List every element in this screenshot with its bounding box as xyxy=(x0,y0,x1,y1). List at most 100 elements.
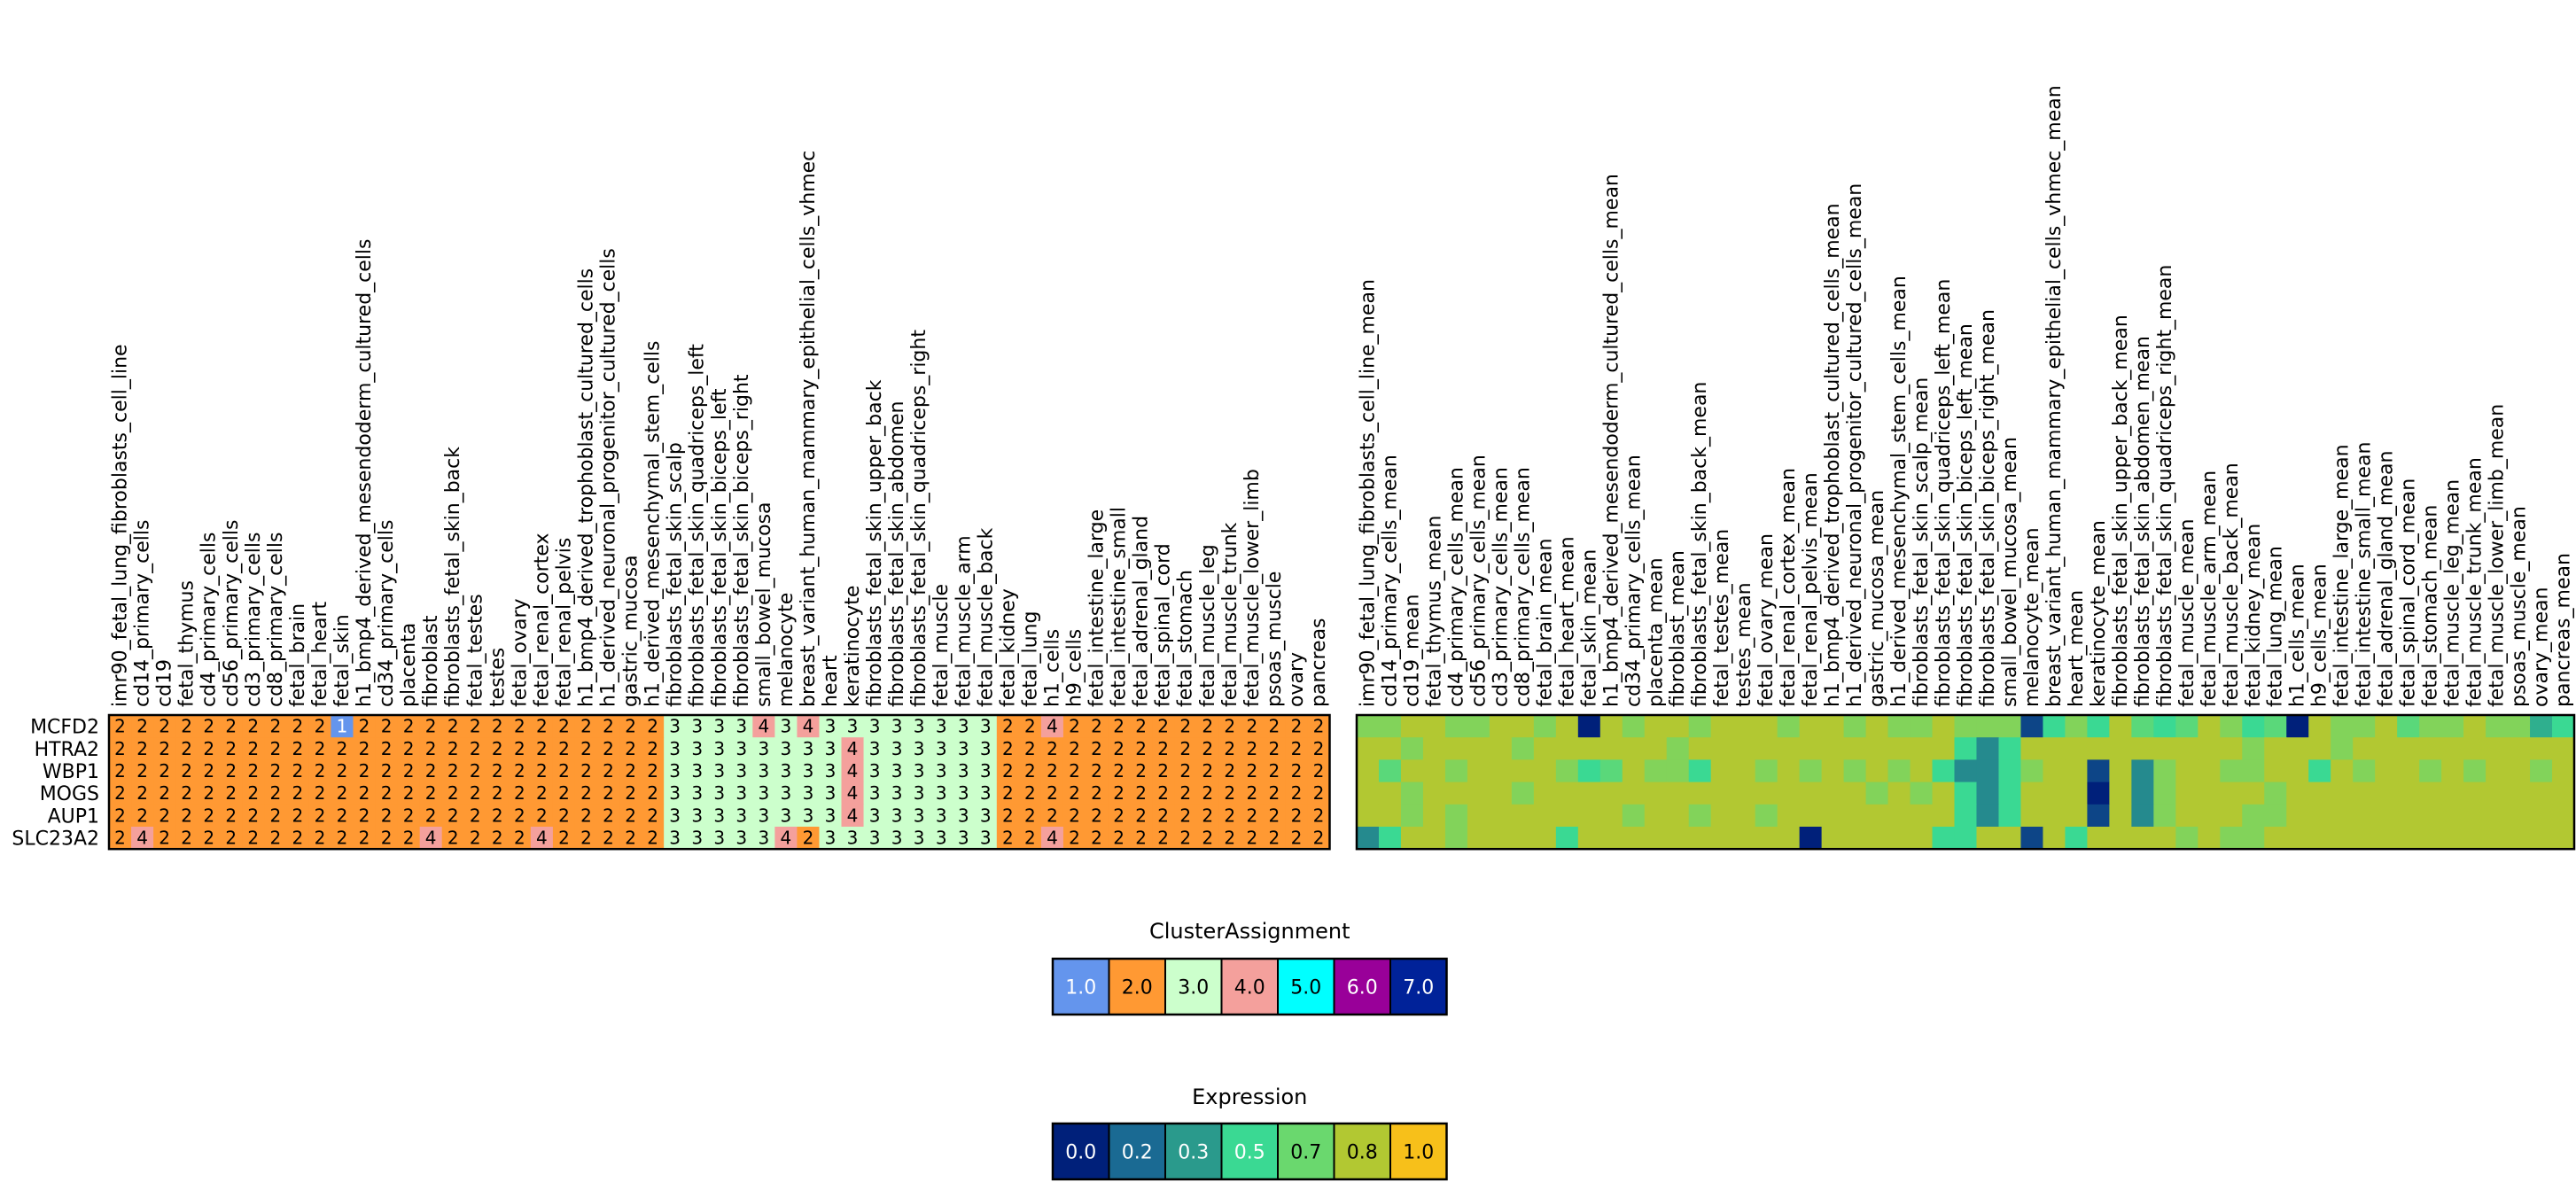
column-label: imr90_fetal_lung_fibroblasts_cell_line_m… xyxy=(1357,279,1379,707)
expression-cell xyxy=(2331,804,2354,828)
expression-cell xyxy=(1533,715,1557,738)
column-label: fetal_muscle_lower_limb xyxy=(1241,469,1264,707)
expression-cell xyxy=(1444,715,1468,738)
expression-cell xyxy=(2198,804,2221,828)
expression-cell xyxy=(2530,804,2553,828)
cluster-cell xyxy=(642,782,665,805)
expression-cell xyxy=(2463,827,2487,850)
expression-cell xyxy=(1577,804,1601,828)
legend-label: 2.0 xyxy=(1122,977,1153,999)
expression-cell xyxy=(1378,827,1402,850)
expression-cell xyxy=(1865,715,1889,738)
expression-cell xyxy=(2508,804,2531,828)
column-label: fetal_kidney_mean xyxy=(2243,524,2265,707)
cluster-cell-label: 2 xyxy=(536,782,548,804)
cluster-cell-label: 2 xyxy=(292,805,304,826)
cluster-cell xyxy=(463,804,487,828)
column-label: fetal_skin xyxy=(331,614,354,707)
cluster-cell-label: 2 xyxy=(580,805,592,826)
cluster-cell xyxy=(686,715,709,738)
expression-cell xyxy=(2043,759,2066,783)
cluster-cell xyxy=(730,737,753,760)
column-label: fetal_intestine_large xyxy=(1086,509,1109,707)
expression-cell xyxy=(1599,827,1623,850)
cluster-cell-label: 2 xyxy=(359,760,370,782)
column-label: fibroblasts_fetal_skin_scalp xyxy=(665,442,687,707)
cluster-cell-label: 2 xyxy=(647,716,658,737)
cluster-cell xyxy=(175,715,198,738)
cluster-cell xyxy=(952,737,976,760)
expression-cell xyxy=(1489,827,1513,850)
cluster-cell-label: 2 xyxy=(470,805,481,826)
cluster-cell-label: 2 xyxy=(558,805,570,826)
cluster-cell xyxy=(664,782,687,805)
expression-cell xyxy=(2441,804,2464,828)
expression-cell xyxy=(2286,759,2309,783)
cluster-cell xyxy=(375,827,399,850)
cluster-cell-label: 3 xyxy=(758,805,769,826)
cluster-cell xyxy=(885,804,909,828)
cluster-cell-label: 2 xyxy=(1224,828,1235,849)
expression-cell xyxy=(1976,782,1999,805)
legend-label: 5.0 xyxy=(1290,977,1321,999)
cluster-cell-label: 2 xyxy=(492,738,503,759)
cluster-cell-label: 3 xyxy=(958,716,969,737)
cluster-cell-label: 2 xyxy=(514,782,525,804)
cluster-cell xyxy=(463,782,487,805)
expression-cell xyxy=(1622,759,1646,783)
cluster-cell xyxy=(1174,782,1197,805)
cluster-cell-label: 2 xyxy=(1202,782,1213,804)
expression-cell xyxy=(2087,804,2110,828)
cluster-cell xyxy=(1086,782,1109,805)
cluster-cell xyxy=(952,782,976,805)
expression-cell xyxy=(1799,715,1823,738)
column-label: h1_cells_mean xyxy=(2287,564,2309,707)
cluster-cell xyxy=(1062,804,1086,828)
cluster-cell-label: 2 xyxy=(1179,805,1191,826)
expression-cell xyxy=(2331,715,2354,738)
row-label: HTRA2 xyxy=(35,739,99,761)
column-label: fibroblasts_fetal_skin_quadriceps_left xyxy=(687,344,709,707)
expression-cell xyxy=(1644,715,1668,738)
cluster-cell-label: 2 xyxy=(225,805,237,826)
cluster-cell xyxy=(819,715,842,738)
cluster-cell xyxy=(1130,759,1153,783)
expression-cell xyxy=(1444,804,1468,828)
cluster-cell xyxy=(552,827,576,850)
cluster-cell xyxy=(1108,715,1131,738)
column-label: fetal_renal_cortex_mean xyxy=(1778,468,1800,707)
cluster-cell xyxy=(441,759,465,783)
expression-cell xyxy=(1467,715,1490,738)
expression-cell xyxy=(1489,782,1513,805)
cluster-cell xyxy=(574,759,598,783)
column-label: fetal_muscle_lower_limb_mean xyxy=(2487,404,2509,707)
cluster-cell xyxy=(863,737,887,760)
cluster-cell xyxy=(863,715,887,738)
cluster-cell xyxy=(1196,804,1219,828)
expression-cell xyxy=(1644,827,1668,850)
expression-cell xyxy=(1799,827,1823,850)
expression-cell xyxy=(2065,737,2088,760)
expression-cell xyxy=(1865,737,1889,760)
expression-cell xyxy=(1511,782,1535,805)
expression-cell xyxy=(1400,759,1424,783)
expression-cell xyxy=(2397,715,2420,738)
column-label: fetal_stomach xyxy=(1175,570,1197,707)
cluster-column-labels: imr90_fetal_lung_fibroblasts_cell_line cd… xyxy=(110,151,1330,707)
cluster-cell-label: 2 xyxy=(114,760,126,782)
cluster-cell-label: 3 xyxy=(691,828,703,849)
cluster-cell xyxy=(774,759,798,783)
cluster-cell xyxy=(819,827,842,850)
cluster-cell xyxy=(574,715,598,738)
cluster-cell-label: 2 xyxy=(269,828,281,849)
cluster-cell xyxy=(353,715,377,738)
cluster-cell-label: 2 xyxy=(1157,738,1169,759)
cluster-cell-label: 4 xyxy=(847,760,859,782)
cluster-cell xyxy=(1196,759,1219,783)
expression-cell xyxy=(1688,827,1712,850)
cluster-cell xyxy=(131,715,154,738)
expression-cell xyxy=(2087,737,2110,760)
cluster-cell-label: 2 xyxy=(1269,805,1280,826)
expression-cell xyxy=(1799,804,1823,828)
cluster-cell xyxy=(1062,759,1086,783)
